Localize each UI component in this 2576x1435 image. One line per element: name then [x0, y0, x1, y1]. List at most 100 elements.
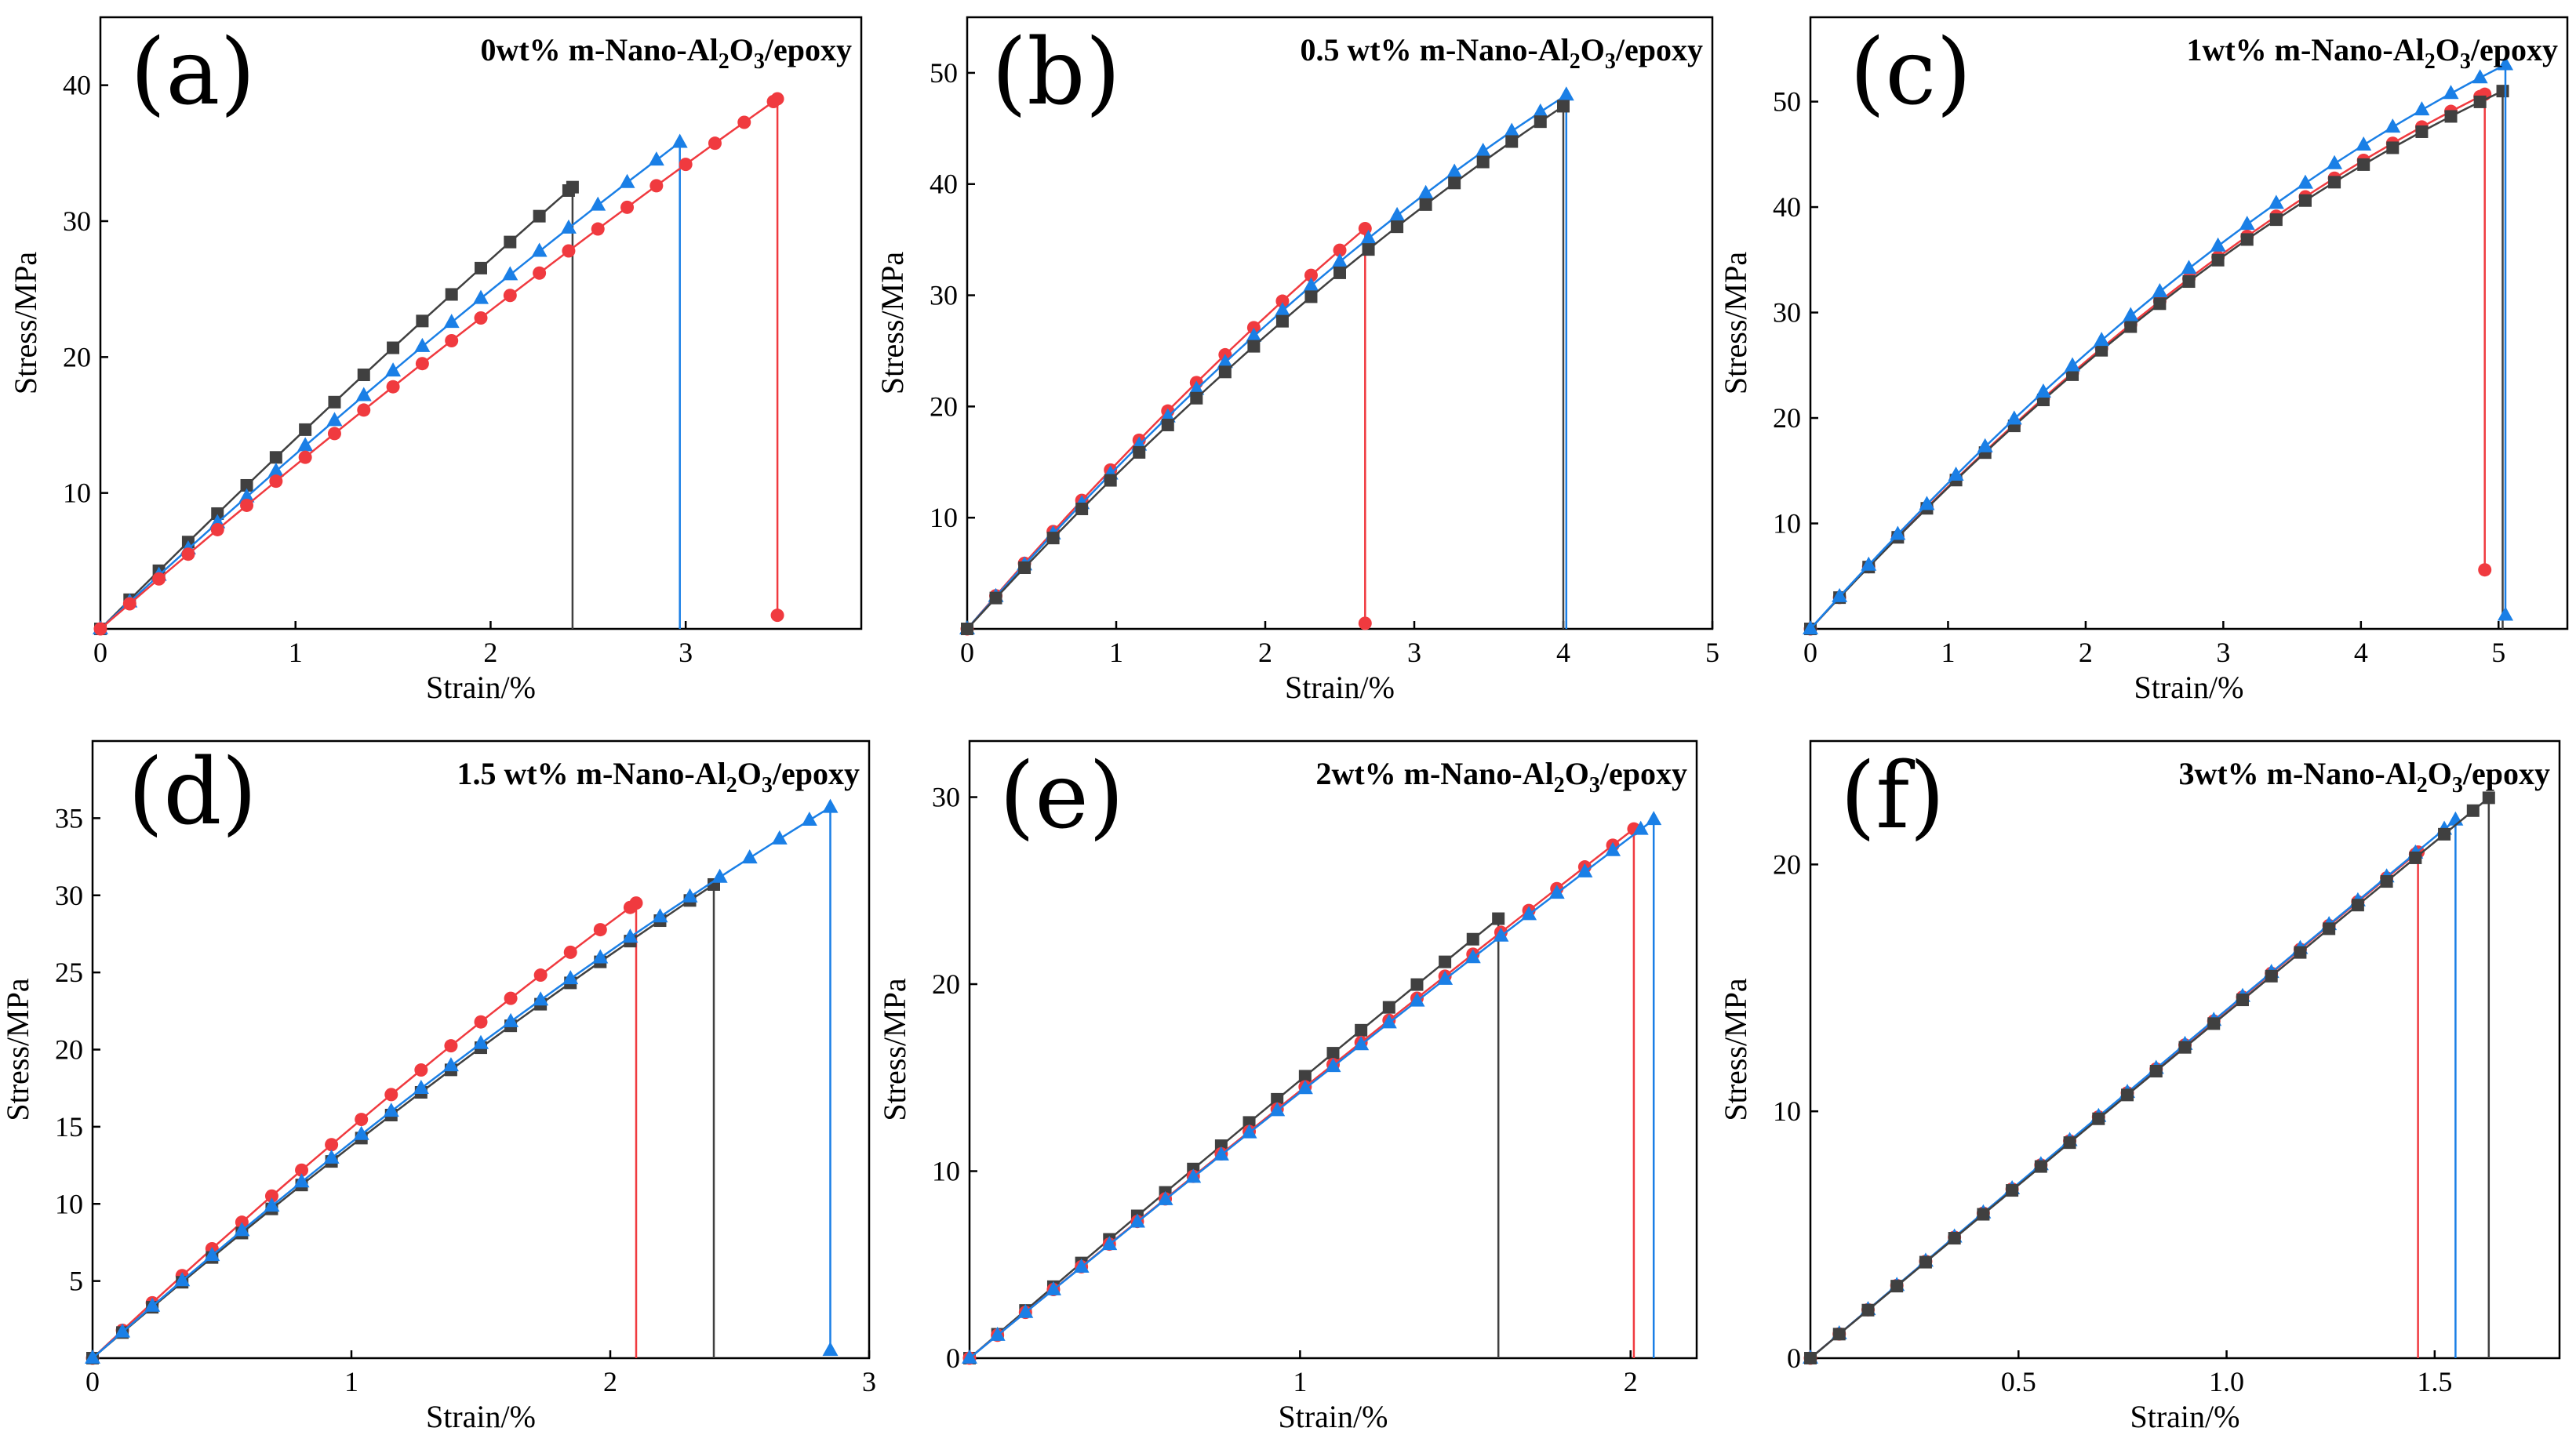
data-point — [326, 412, 343, 427]
data-point — [204, 1247, 220, 1262]
panel-title: 1wt% m-Nano-Al2O3/epoxy — [2186, 32, 2558, 74]
data-point — [503, 289, 517, 303]
data-point — [298, 450, 312, 464]
y-tick-label: 40 — [1773, 191, 1801, 223]
data-point — [1558, 86, 1574, 101]
x-tick-label: 3 — [679, 637, 693, 668]
data-point — [1333, 266, 1346, 279]
data-point — [504, 235, 517, 249]
data-point — [1861, 556, 1877, 571]
data-point — [1861, 1303, 1875, 1317]
data-point — [533, 968, 548, 983]
x-tick-label: 5 — [1705, 637, 1719, 668]
data-point — [1332, 252, 1348, 267]
data-point — [671, 133, 688, 148]
data-point — [1505, 135, 1519, 148]
data-point — [1532, 103, 1548, 118]
data-point — [2121, 1088, 2134, 1102]
panel-label: (a) — [130, 20, 256, 125]
x-tick-label: 3 — [862, 1366, 876, 1397]
data-point — [2298, 194, 2312, 207]
data-point — [385, 362, 402, 377]
data-point — [299, 423, 312, 436]
data-point — [2240, 233, 2254, 246]
data-point — [2385, 118, 2401, 133]
data-point — [211, 507, 224, 520]
x-tick-label: 2 — [483, 637, 497, 668]
data-point — [1389, 206, 1406, 221]
data-point — [566, 180, 579, 194]
x-tick-label: 0.5 — [2001, 1366, 2036, 1397]
data-point — [1832, 1328, 1846, 1341]
panel-label: (d) — [128, 739, 257, 845]
data-point — [474, 311, 488, 325]
panel-title: 2wt% m-Nano-Al2O3/epoxy — [1315, 756, 1687, 797]
panel-title: 3wt% m-Nano-Al2O3/epoxy — [2178, 756, 2550, 797]
data-point — [1303, 277, 1319, 292]
data-point — [1247, 340, 1261, 353]
data-point — [1362, 243, 1375, 256]
data-point — [770, 92, 784, 106]
y-tick-label: 10 — [1773, 508, 1801, 539]
data-point — [1475, 143, 1491, 158]
data-point — [1832, 587, 1848, 602]
data-point — [475, 261, 487, 274]
data-point — [1133, 445, 1146, 459]
data-point — [1218, 365, 1232, 379]
data-point — [2006, 1184, 2019, 1197]
panel-title: 0wt% m-Nano-Al2O3/epoxy — [480, 32, 852, 74]
x-tick-label: 0 — [93, 637, 107, 668]
data-point — [592, 949, 609, 964]
data-point — [2356, 136, 2372, 151]
data-point — [323, 1149, 340, 1164]
data-point — [1448, 176, 1461, 190]
data-point — [2415, 125, 2429, 138]
data-point — [2409, 851, 2422, 864]
chart-panel-b: 0 1 2 3 4 5 10 20 30 40 50 Strain/% Stress/MPa (b) 0.5… — [875, 16, 1719, 705]
data-point — [2149, 1065, 2163, 1078]
data-point — [152, 572, 166, 586]
data-point — [2328, 176, 2341, 189]
series-sample-black — [961, 100, 1570, 635]
data-point — [2473, 95, 2487, 108]
chart-panel-a: 0 1 2 3 10 20 30 40 Strain/% Stress/MPa (a) 0wt% m-… — [8, 16, 863, 705]
data-point — [1410, 978, 1424, 991]
data-point — [619, 173, 635, 188]
data-point — [1188, 380, 1205, 395]
y-tick-label: 20 — [1773, 848, 1801, 880]
data-point — [473, 1034, 489, 1049]
data-point — [2297, 174, 2313, 189]
x-tick-label: 1 — [1293, 1366, 1307, 1397]
data-point — [1157, 1190, 1173, 1205]
data-point — [474, 1015, 488, 1029]
x-axis-label: Strain/% — [1279, 1399, 1388, 1434]
data-point — [1521, 906, 1537, 921]
y-axis-label: Stress/MPa — [1718, 252, 1753, 394]
y-tick-label: 10 — [63, 478, 91, 509]
y-axis-label: Stress/MPa — [875, 252, 910, 394]
data-point — [533, 209, 546, 223]
data-point — [2414, 101, 2430, 116]
data-point — [1101, 1236, 1118, 1251]
data-point — [504, 991, 518, 1005]
y-tick-label: 20 — [930, 391, 958, 422]
data-point — [2265, 969, 2278, 983]
data-point — [1492, 912, 1505, 925]
plot-frame — [1809, 16, 2569, 630]
panel-title: 1.5 wt% m-Nano-Al2O3/epoxy — [457, 756, 860, 797]
series-line — [1810, 93, 2486, 630]
x-tick-label: 3 — [1407, 637, 1421, 668]
data-point — [383, 1103, 399, 1117]
data-point — [442, 1057, 459, 1072]
data-point — [1275, 294, 1290, 308]
data-point — [1409, 992, 1425, 1007]
data-point — [415, 357, 429, 371]
data-point — [386, 380, 400, 394]
data-point — [2438, 827, 2451, 841]
data-point — [1804, 1352, 1817, 1364]
data-point — [1948, 1232, 1961, 1245]
data-point — [1275, 314, 1289, 328]
data-point — [115, 1323, 131, 1338]
data-point — [1269, 1102, 1286, 1117]
